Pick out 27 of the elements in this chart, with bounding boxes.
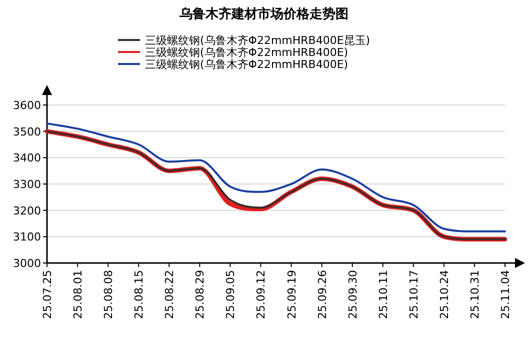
x-tick-label: 25.08.22 xyxy=(163,270,176,319)
x-tick-label: 25.09.05 xyxy=(224,270,238,319)
legend-label: 三级螺纹钢(乌鲁木齐Φ22mmHRB400E) xyxy=(145,46,348,59)
x-tick-label: 25.08.15 xyxy=(132,270,146,319)
x-tick-label: 25.09.30 xyxy=(346,270,360,319)
y-tick-label: 3300 xyxy=(13,178,41,191)
y-tick-label: 3100 xyxy=(13,230,41,244)
x-tick-label: 25.10.24 xyxy=(438,270,451,319)
x-tick-label: 25.08.08 xyxy=(102,270,116,319)
x-tick-label: 25.10.31 xyxy=(468,270,482,319)
y-tick-label: 3200 xyxy=(13,204,41,218)
x-tick-label: 25.10.11 xyxy=(376,270,390,319)
legend-label: 三级螺纹钢(乌鲁木齐Φ22mmHRB400E) xyxy=(145,58,348,71)
y-tick-label: 3000 xyxy=(13,257,41,270)
x-tick-label: 25.09.12 xyxy=(254,270,268,319)
x-tick-label: 25.09.19 xyxy=(285,270,298,319)
legend-label: 三级螺纹钢(乌鲁木齐Φ22mmHRB400E昆玉) xyxy=(145,34,370,47)
x-tick-label: 25.11.04 xyxy=(499,270,512,319)
y-tick-label: 3600 xyxy=(13,99,41,112)
x-tick-label: 25.09.26 xyxy=(316,270,329,319)
y-tick-label: 3500 xyxy=(13,125,41,138)
y-tick-label: 3400 xyxy=(13,152,41,165)
x-tick-label: 25.08.01 xyxy=(72,270,85,319)
x-tick-label: 25.10.17 xyxy=(407,270,420,319)
x-tick-label: 25.07.25 xyxy=(41,270,54,319)
chart-title: 乌鲁木齐建材市场价格走势图 xyxy=(178,6,348,22)
x-tick-label: 25.08.29 xyxy=(194,270,207,319)
